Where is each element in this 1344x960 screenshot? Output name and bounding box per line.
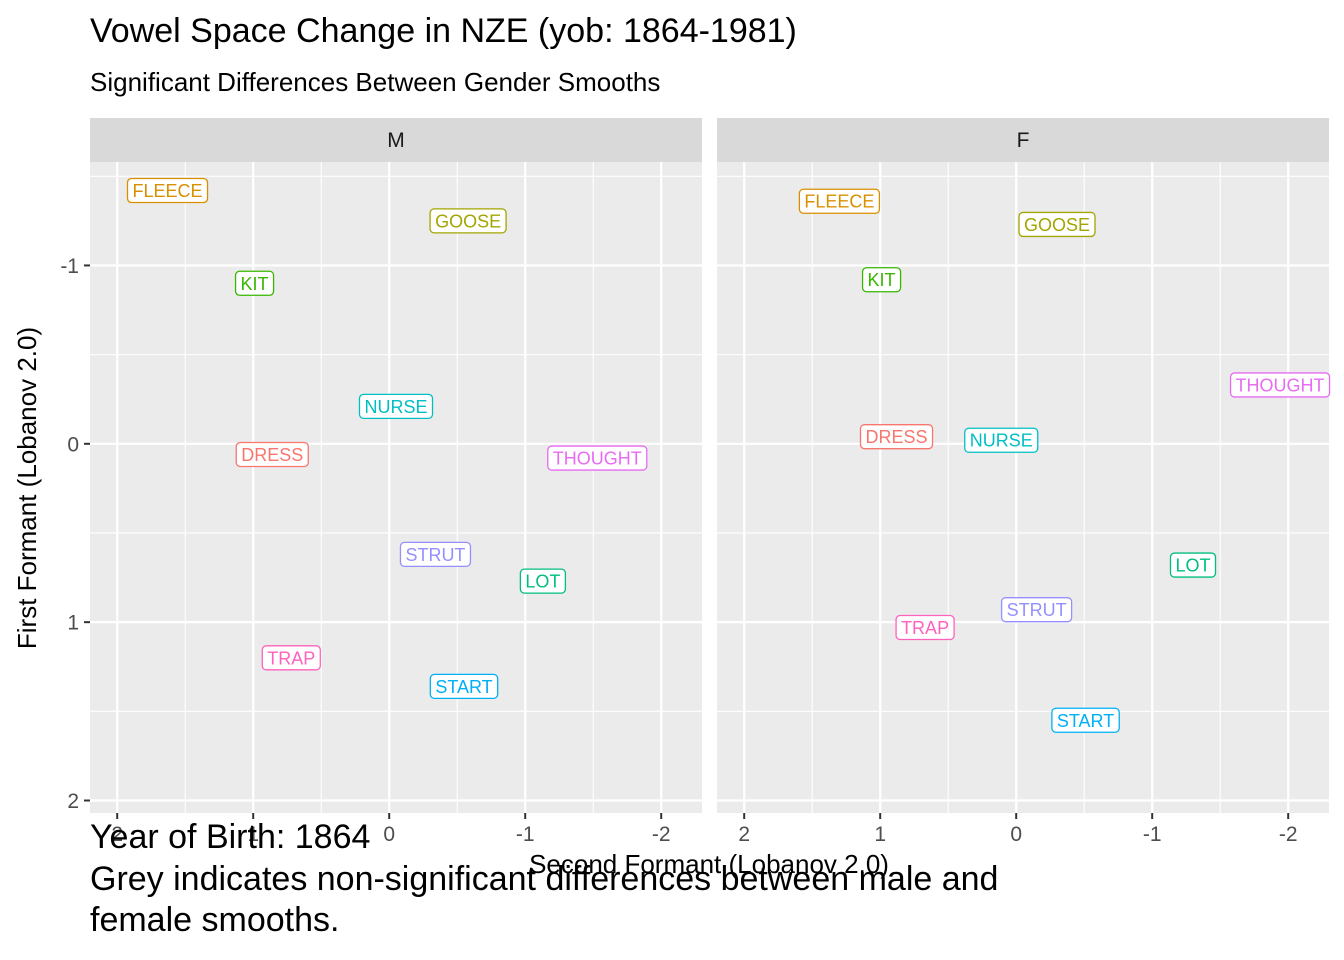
vowel-label-thought: THOUGHT	[1229, 372, 1331, 398]
caption-line-3: female smooths.	[90, 901, 339, 939]
vowel-label-box	[1051, 707, 1120, 733]
vowel-label-dress: DRESS	[235, 441, 309, 468]
vowel-label-text: THOUGHT	[1236, 375, 1325, 395]
vowel-label-box	[234, 270, 275, 296]
x-tick-label: -2	[652, 823, 671, 846]
x-tick-label: 2	[738, 823, 750, 846]
y-tick-label: 0	[67, 433, 79, 456]
vowel-label-text: TRAP	[267, 648, 315, 668]
facet-strip	[90, 118, 702, 162]
x-tick-label: 2	[111, 823, 123, 846]
vowel-label-fleece: FLEECE	[798, 188, 881, 214]
x-tick-label: -1	[516, 823, 535, 846]
y-tick-label: 1	[67, 612, 79, 635]
vowel-label-text: NURSE	[364, 397, 427, 417]
caption-line-2: Grey indicates non-significant differenc…	[90, 860, 998, 898]
vowel-label-kit: KIT	[861, 267, 902, 293]
vowel-label-text: LOT	[1175, 556, 1210, 576]
vowel-label-text: STRUT	[1007, 600, 1067, 620]
caption: Year of Birth: 1864 Grey indicates non-s…	[90, 818, 998, 939]
vowel-label-box	[861, 267, 902, 293]
y-tick-label: 2	[67, 790, 79, 813]
facet-strip-label: F	[1017, 129, 1030, 152]
vowel-label-box	[235, 441, 309, 468]
vowel-label-box	[1229, 372, 1331, 398]
panel-m: M 2 1 0 -1 -2 FLEECE GOOSE KIT NURSE DRESS THOUGHT S…	[90, 118, 702, 846]
vowel-label-text: GOOSE	[435, 211, 501, 231]
vowel-label-box	[895, 614, 955, 641]
chart-subtitle: Significant Differences Between Gender S…	[90, 67, 660, 97]
vowel-label-text: KIT	[868, 270, 896, 290]
vowel-label-text: START	[435, 677, 492, 697]
vowel-label-start: START	[1051, 707, 1120, 733]
vowel-label-text: FLEECE	[133, 181, 203, 201]
facet-strip	[717, 118, 1329, 162]
vowel-label-kit: KIT	[234, 270, 275, 296]
vowel-label-text: THOUGHT	[553, 449, 642, 469]
vowel-label-goose: GOOSE	[429, 208, 507, 234]
vowel-label-lot: LOT	[1169, 552, 1217, 578]
vowel-label-box	[261, 645, 321, 671]
vowel-label-fleece: FLEECE	[126, 177, 209, 204]
vowel-label-strut: STRUT	[399, 541, 472, 568]
vowel-label-text: KIT	[241, 274, 269, 294]
vowel-label-trap: TRAP	[895, 614, 955, 641]
vowel-label-text: TRAP	[901, 618, 949, 638]
vowel-label-box	[358, 393, 434, 419]
x-tick-label: 1	[247, 823, 259, 846]
vowel-label-nurse: NURSE	[964, 427, 1039, 453]
vowel-label-box	[519, 568, 567, 594]
y-tick-label: -1	[60, 255, 79, 278]
vowel-label-box	[1169, 552, 1217, 578]
vowel-label-thought: THOUGHT	[547, 445, 648, 471]
facet-strip-label: M	[387, 129, 405, 152]
panel-f: F 2 1 0 -1 -2 FLEECE GOOSE KIT THOUGHT DRESS NURSE L…	[717, 118, 1331, 846]
vowel-label-text: FLEECE	[804, 192, 874, 212]
facet-panels: M 2 1 0 -1 -2 FLEECE GOOSE KIT NURSE DRESS THOUGHT S…	[90, 118, 1331, 846]
chart-title: Vowel Space Change in NZE (yob: 1864-198…	[90, 12, 797, 50]
panel-background	[90, 162, 702, 813]
x-tick-label: 0	[1010, 823, 1022, 846]
caption-line-1: Year of Birth: 1864	[90, 818, 370, 856]
vowel-label-text: DRESS	[241, 445, 303, 465]
vowel-label-box	[429, 673, 499, 700]
vowel-label-box	[429, 208, 507, 234]
vowel-label-box	[1000, 597, 1073, 623]
vowel-label-box	[964, 427, 1039, 453]
vowel-label-nurse: NURSE	[358, 393, 434, 419]
vowel-label-box	[798, 188, 881, 214]
vowel-label-strut: STRUT	[1000, 597, 1073, 623]
y-axis-title: First Formant (Lobanov 2.0)	[12, 327, 42, 649]
vowel-label-box	[399, 541, 472, 568]
vowel-label-text: START	[1057, 711, 1114, 731]
vowel-label-text: GOOSE	[1024, 215, 1090, 235]
vowel-label-text: LOT	[525, 572, 560, 592]
x-tick-label: -2	[1279, 823, 1298, 846]
vowel-label-text: DRESS	[866, 427, 928, 447]
x-tick-label: 1	[874, 823, 886, 846]
vowel-label-trap: TRAP	[261, 645, 321, 671]
vowel-label-start: START	[429, 673, 499, 700]
vowel-label-box	[859, 424, 934, 450]
x-tick-label: 0	[383, 823, 395, 846]
vowel-label-dress: DRESS	[859, 424, 934, 450]
vowel-label-box	[547, 445, 648, 471]
x-axis-title: Second Formant (Lobanov 2.0)	[529, 849, 889, 879]
vowel-label-lot: LOT	[519, 568, 567, 594]
vowel-label-box	[126, 177, 209, 204]
panel-background	[717, 162, 1329, 813]
x-tick-label: -1	[1143, 823, 1162, 846]
vowel-label-box	[1018, 211, 1096, 238]
y-axis: -1 0 1 2	[60, 255, 90, 813]
vowel-label-goose: GOOSE	[1018, 211, 1096, 238]
vowel-label-text: NURSE	[970, 431, 1033, 451]
vowel-label-text: STRUT	[405, 545, 465, 565]
